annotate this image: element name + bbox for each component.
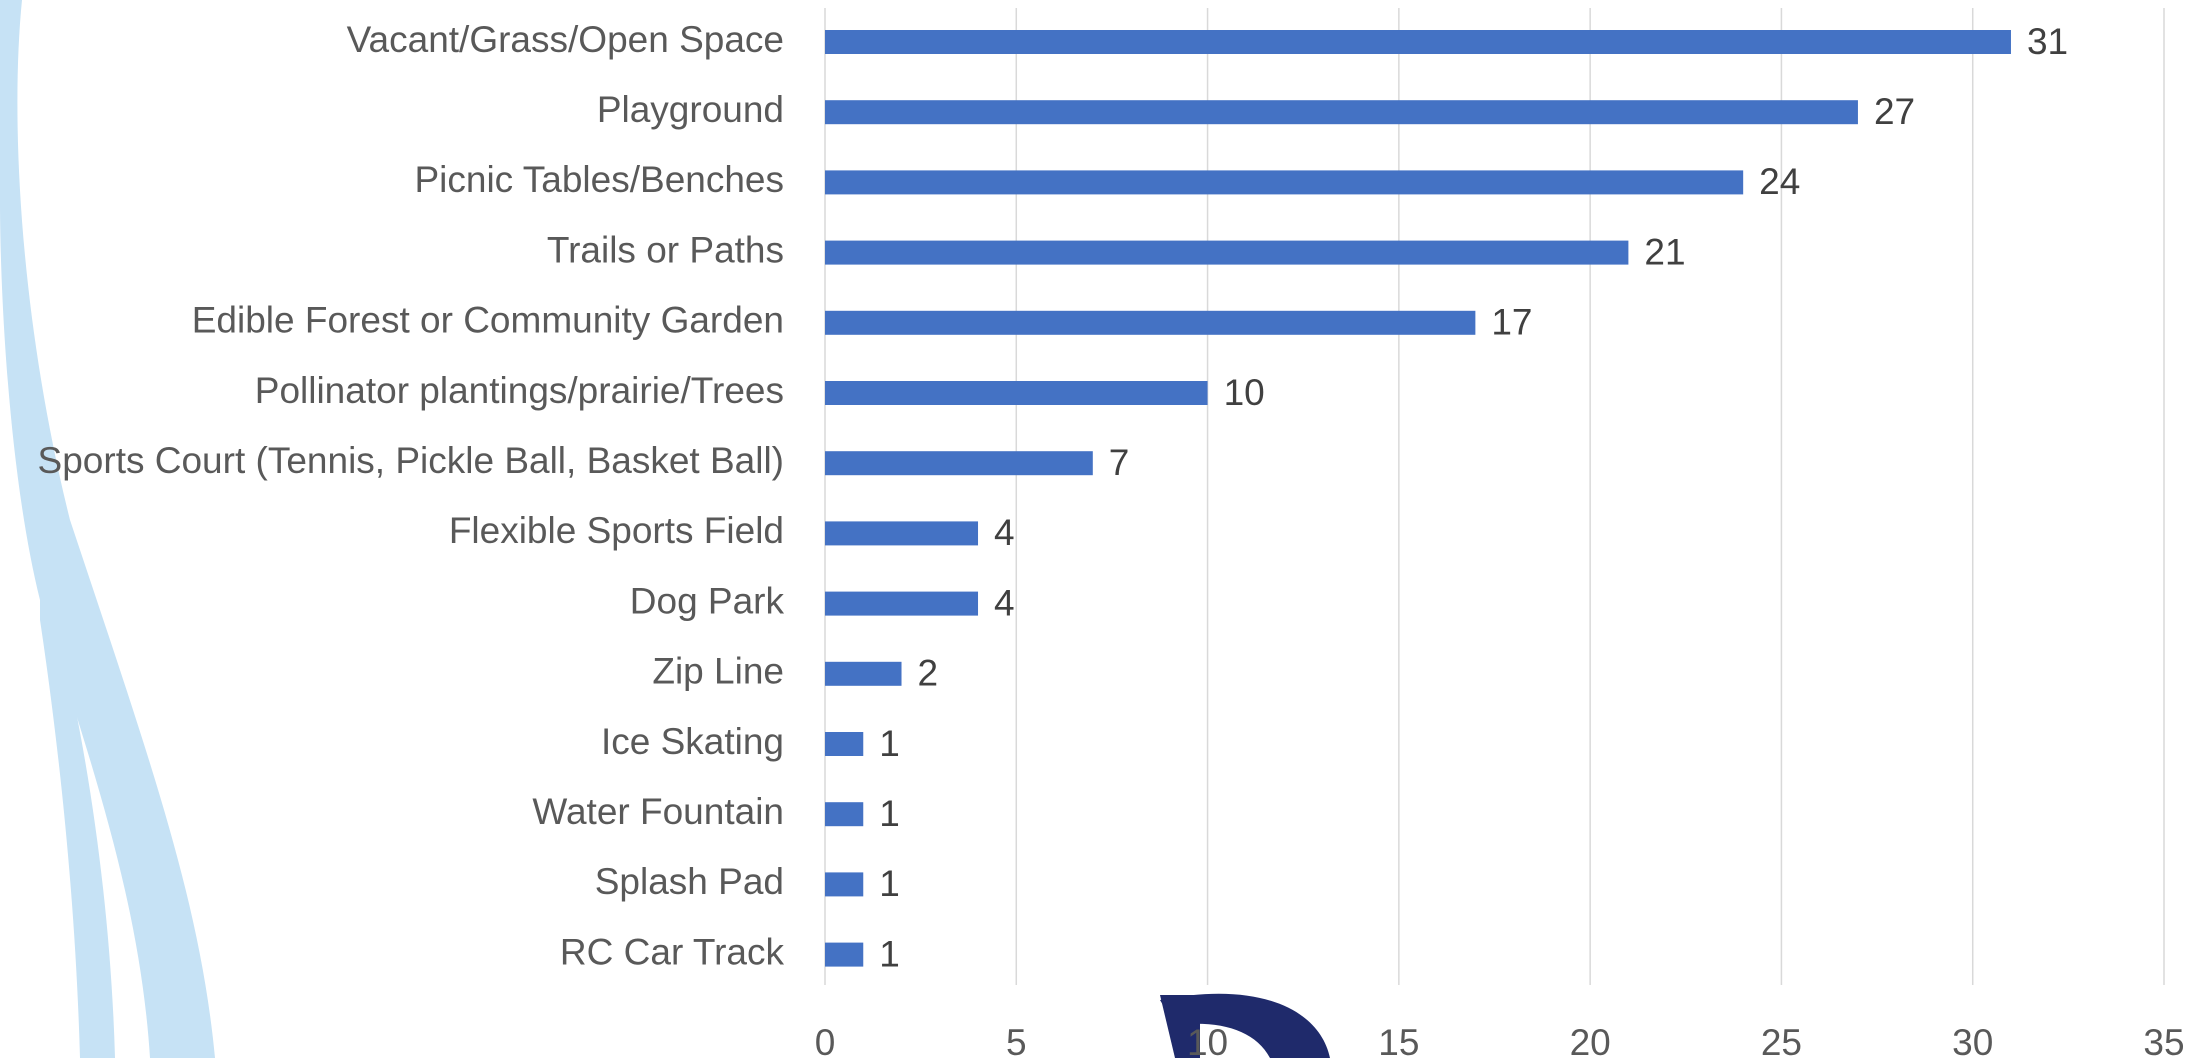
- x-tick-label: 25: [1761, 1022, 1802, 1058]
- data-label: 17: [1491, 302, 1532, 343]
- bar: [825, 732, 864, 756]
- data-label: 10: [1224, 372, 1265, 413]
- bar: [825, 310, 1476, 335]
- bar: [825, 802, 864, 827]
- data-label: 1: [879, 723, 900, 764]
- data-label: 24: [1759, 161, 1800, 202]
- x-tick-label: 30: [1952, 1022, 1993, 1058]
- x-tick-label: 20: [1570, 1022, 1611, 1058]
- data-label: 27: [1874, 91, 1915, 132]
- data-label: 1: [879, 863, 900, 904]
- data-label: 1: [879, 933, 900, 974]
- y-tick-label: Playground: [597, 89, 784, 130]
- data-label: 4: [994, 512, 1015, 553]
- bar: [825, 100, 1858, 125]
- y-tick-label: Zip Line: [652, 651, 784, 692]
- bar: [825, 381, 1208, 405]
- y-tick-label: Sports Court (Tennis, Pickle Ball, Baske…: [38, 440, 784, 481]
- bar: [825, 591, 979, 616]
- bar: [825, 451, 1093, 476]
- y-tick-label: Flexible Sports Field: [449, 510, 784, 551]
- data-label: 1: [879, 793, 900, 834]
- bar: [825, 240, 1629, 265]
- y-tick-label: Edible Forest or Community Garden: [192, 300, 784, 341]
- data-label: 31: [2027, 21, 2068, 62]
- data-label: 2: [918, 653, 939, 694]
- x-tick-label: 10: [1187, 1022, 1228, 1058]
- bar: [825, 170, 1744, 195]
- background-decoration: [0, 0, 1330, 1058]
- y-tick-label: Picnic Tables/Benches: [414, 159, 784, 200]
- y-tick-label: Splash Pad: [595, 861, 784, 902]
- data-label: 7: [1109, 442, 1130, 483]
- y-tick-label: Dog Park: [630, 580, 785, 621]
- bar: [825, 661, 902, 686]
- bar: [825, 521, 979, 546]
- data-label: 4: [994, 582, 1015, 623]
- x-tick-label: 35: [2143, 1022, 2184, 1058]
- bar: [825, 30, 2011, 54]
- y-tick-label: Vacant/Grass/Open Space: [347, 19, 784, 60]
- y-tick-label: Water Fountain: [532, 791, 784, 832]
- bar: [825, 942, 864, 967]
- x-tick-label: 0: [815, 1022, 836, 1058]
- x-tick-label: 15: [1378, 1022, 1419, 1058]
- y-tick-label: Ice Skating: [601, 721, 784, 762]
- y-tick-label: Trails or Paths: [547, 229, 784, 270]
- data-label: 21: [1644, 231, 1685, 272]
- bar: [825, 872, 864, 897]
- y-tick-label: Pollinator plantings/prairie/Trees: [255, 370, 784, 411]
- x-tick-label: 5: [1006, 1022, 1027, 1058]
- y-tick-label: RC Car Track: [560, 931, 785, 972]
